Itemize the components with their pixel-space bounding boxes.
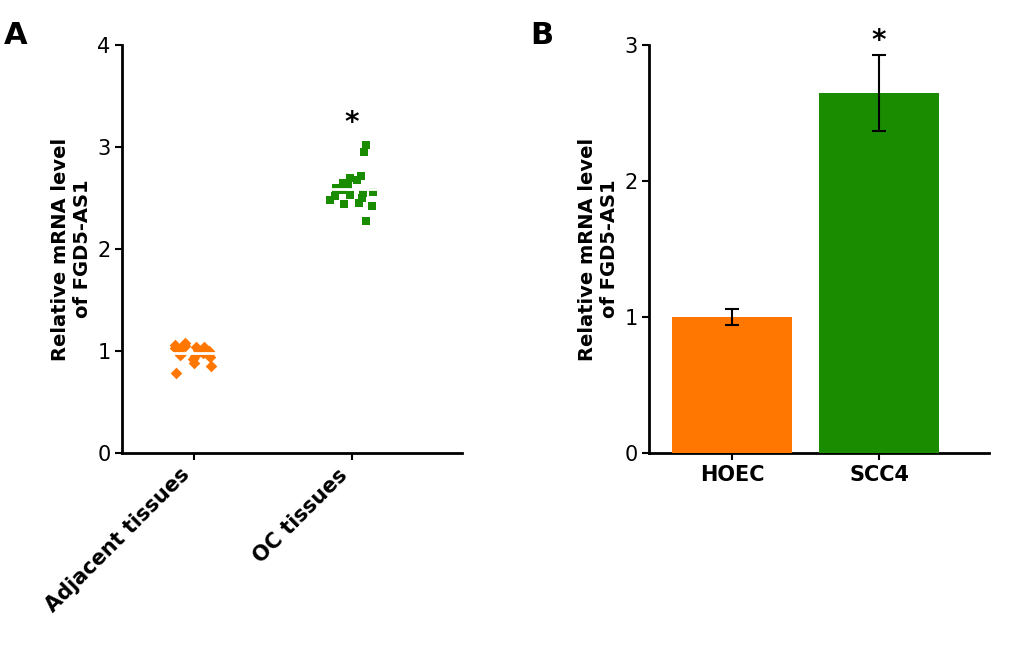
Point — [342, 173, 359, 183]
Point — [195, 348, 211, 358]
Point — [196, 342, 212, 352]
Point — [336, 199, 353, 210]
Text: *: * — [344, 109, 359, 137]
Bar — [672, 317, 791, 453]
Text: *: * — [871, 27, 886, 55]
Point — [322, 195, 338, 205]
Point — [341, 190, 358, 201]
Point — [355, 188, 371, 198]
Point — [355, 147, 371, 157]
Point — [202, 352, 218, 362]
Point — [335, 178, 352, 188]
Text: B: B — [530, 21, 553, 50]
Point — [166, 340, 182, 350]
Text: A: A — [3, 21, 26, 50]
Point — [171, 350, 187, 360]
Point — [358, 140, 374, 150]
Point — [176, 341, 193, 351]
Point — [172, 344, 189, 354]
Y-axis label: Relative mRNA level
of FGD5-AS1: Relative mRNA level of FGD5-AS1 — [51, 138, 92, 360]
Point — [327, 182, 343, 193]
Point — [190, 345, 206, 355]
Point — [186, 351, 203, 361]
Point — [351, 198, 367, 208]
Point — [167, 368, 183, 378]
Bar — [818, 93, 937, 453]
Point — [348, 175, 365, 185]
Point — [353, 171, 369, 181]
Point — [354, 193, 370, 203]
Point — [335, 181, 352, 191]
Point — [326, 191, 342, 201]
Point — [177, 338, 194, 348]
Point — [199, 347, 215, 357]
Point — [201, 345, 217, 356]
Point — [172, 349, 189, 359]
Point — [203, 361, 219, 371]
Point — [363, 201, 379, 212]
Point — [358, 215, 374, 226]
Y-axis label: Relative mRNA level
of FGD5-AS1: Relative mRNA level of FGD5-AS1 — [577, 138, 619, 360]
Point — [184, 354, 201, 364]
Point — [186, 358, 203, 368]
Point — [201, 349, 217, 359]
Point — [187, 342, 204, 352]
Point — [339, 180, 356, 190]
Point — [167, 343, 183, 353]
Point — [334, 185, 351, 195]
Point — [365, 187, 381, 197]
